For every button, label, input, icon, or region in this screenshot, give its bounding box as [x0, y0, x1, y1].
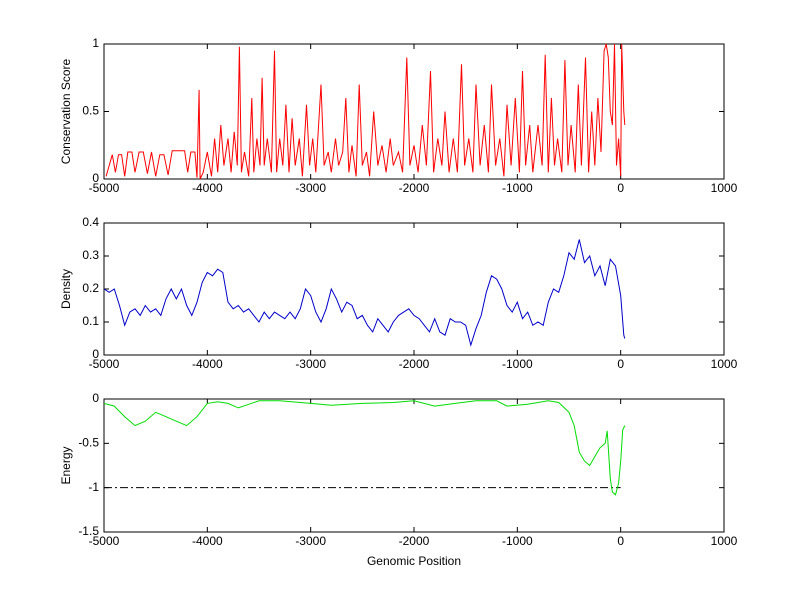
- y-tick-label: 0: [92, 391, 99, 405]
- x-tick-label: 1000: [711, 181, 738, 195]
- x-tick-label: 1000: [711, 357, 738, 371]
- x-tick-label: -3000: [295, 534, 326, 548]
- x-tick-label: 0: [617, 357, 624, 371]
- data-line: [103, 400, 626, 496]
- y-tick-label: 0.5: [82, 104, 99, 118]
- x-tick-label: -1000: [502, 181, 533, 195]
- axes-frame: [103, 222, 725, 356]
- y-tick-label: 0.1: [82, 314, 99, 328]
- data-line: [103, 239, 626, 347]
- y-tick-label: 0.2: [82, 281, 99, 295]
- y-tick-label: -1: [88, 480, 99, 494]
- x-tick-label: -2000: [399, 181, 430, 195]
- x-tick-label: -2000: [399, 534, 430, 548]
- x-tick-label: -1000: [502, 357, 533, 371]
- y-tick-label: 0: [92, 347, 99, 361]
- y-tick-label: 1: [92, 36, 99, 50]
- y-axis-label: Density: [59, 269, 73, 309]
- x-tick-label: 0: [617, 181, 624, 195]
- x-tick-label: -5000: [89, 534, 120, 548]
- y-tick-label: -0.5: [78, 436, 99, 450]
- data-line: [105, 43, 626, 180]
- x-axis-label: Genomic Position: [367, 554, 461, 568]
- y-axis-label: Energy: [59, 446, 73, 484]
- y-tick-label: -1.5: [78, 524, 99, 538]
- x-tick-label: -2000: [399, 357, 430, 371]
- x-tick-label: -4000: [192, 534, 223, 548]
- x-tick-label: 1000: [711, 534, 738, 548]
- x-tick-label: -3000: [295, 181, 326, 195]
- x-tick-label: -1000: [502, 534, 533, 548]
- y-axis-label: Conservation Score: [59, 58, 73, 164]
- y-tick-label: 0.4: [82, 215, 99, 229]
- x-tick-label: -5000: [89, 357, 120, 371]
- axes-frame: [103, 398, 725, 533]
- y-tick-label: 0.3: [82, 248, 99, 262]
- y-tick-label: 0: [92, 171, 99, 185]
- x-tick-label: -4000: [192, 181, 223, 195]
- x-tick-label: -3000: [295, 357, 326, 371]
- x-tick-label: -4000: [192, 357, 223, 371]
- x-tick-label: -5000: [89, 181, 120, 195]
- x-tick-label: 0: [617, 534, 624, 548]
